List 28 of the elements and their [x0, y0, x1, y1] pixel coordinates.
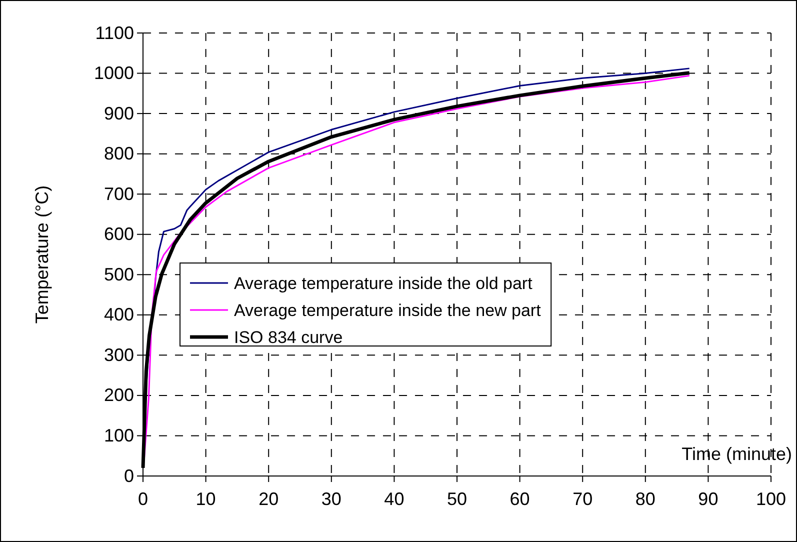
x-tick-label: 50 — [446, 488, 468, 509]
y-tick-label: 900 — [104, 103, 134, 124]
legend-label: Average temperature inside the new part — [234, 301, 542, 320]
x-tick-label: 40 — [384, 488, 404, 509]
y-tick-label: 0 — [124, 466, 134, 486]
x-tick-label: 20 — [258, 488, 279, 509]
y-tick-label: 400 — [104, 304, 134, 325]
x-tick-label: 90 — [698, 488, 718, 509]
x-tick-label: 60 — [510, 488, 530, 509]
y-axis-title: Temperature (°C) — [32, 185, 52, 324]
y-tick-label: 600 — [104, 224, 134, 244]
y-tick-label: 200 — [104, 385, 134, 406]
x-tick-label: 100 — [756, 488, 786, 509]
x-tick-label: 80 — [635, 488, 656, 509]
y-tick-label: 100 — [104, 425, 134, 446]
legend-label: Average temperature inside the old part — [234, 274, 533, 293]
y-tick-label: 300 — [104, 344, 134, 365]
x-axis-title: Time (minute) — [682, 444, 792, 464]
x-tick-label: 0 — [138, 488, 148, 509]
legend-label: ISO 834 curve — [234, 328, 343, 347]
y-tick-label: 500 — [104, 264, 134, 284]
y-tick-label: 1100 — [95, 22, 134, 43]
y-tick-label: 700 — [104, 184, 134, 204]
y-tick-label: 800 — [104, 144, 134, 164]
y-tick-label: 1000 — [94, 63, 134, 84]
x-tick-label: 70 — [572, 488, 593, 509]
x-tick-label: 30 — [321, 488, 342, 509]
x-tick-label: 10 — [196, 488, 216, 509]
